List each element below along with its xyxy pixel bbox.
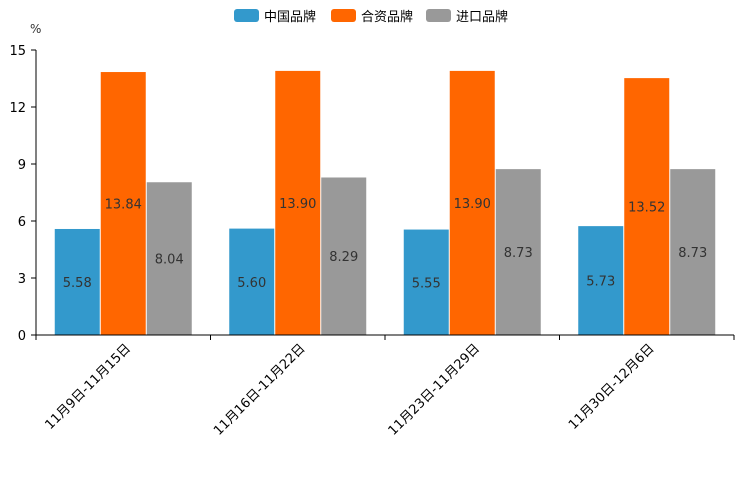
bar xyxy=(275,70,321,336)
bar xyxy=(495,169,541,335)
legend-label: 合资品牌 xyxy=(361,9,413,25)
bar xyxy=(146,182,192,335)
legend-label: 进口品牌 xyxy=(456,9,508,25)
legend: 中国品牌 合资品牌 进口品牌 xyxy=(234,9,508,25)
bar-value-label: 8.73 xyxy=(678,246,707,261)
x-category-label: 11月23日-11月29日 xyxy=(386,341,483,438)
x-category-label: 11月9日-11月15日 xyxy=(42,341,134,433)
bar-value-label: 5.55 xyxy=(412,276,441,291)
y-tick-label: 0 xyxy=(18,329,26,344)
bar xyxy=(403,229,449,335)
bar xyxy=(578,226,624,335)
y-tick-label: 15 xyxy=(9,44,26,59)
bar xyxy=(449,70,495,336)
y-tick-label: 12 xyxy=(9,101,26,116)
x-category-label: 11月30日-12月6日 xyxy=(566,341,658,433)
legend-label: 中国品牌 xyxy=(264,9,316,25)
y-tick-label: 9 xyxy=(18,158,26,173)
bar-value-label: 8.73 xyxy=(504,246,533,261)
y-tick-label: 3 xyxy=(18,272,26,287)
bars: 5.58 5.60 5.55 5.73 13.84 13.90 13.90 13.52 8.04… xyxy=(54,70,716,336)
legend-swatch xyxy=(234,9,259,22)
y-axis: 0 3 6 9 12 15 xyxy=(9,44,37,344)
bar-value-label: 13.90 xyxy=(279,197,316,212)
bar-value-label: 13.52 xyxy=(628,201,665,216)
bar xyxy=(54,228,100,335)
bar-value-label: 8.04 xyxy=(155,253,184,268)
bar-value-label: 5.60 xyxy=(237,276,266,291)
bar xyxy=(670,169,716,335)
legend-swatch xyxy=(426,9,451,22)
y-tick-label: 6 xyxy=(18,215,26,230)
bar-value-label: 8.29 xyxy=(329,250,358,265)
bar-value-label: 5.58 xyxy=(63,276,92,291)
legend-swatch xyxy=(331,9,356,22)
bar-value-label: 13.90 xyxy=(454,197,491,212)
bar-value-label: 5.73 xyxy=(586,275,615,290)
x-axis: 11月9日-11月15日 11月16日-11月22日 11月23日-11月29日 11… xyxy=(35,334,735,439)
bar xyxy=(229,228,275,335)
bar xyxy=(321,177,367,335)
bar xyxy=(100,72,146,335)
x-category-label: 11月16日-11月22日 xyxy=(211,341,308,438)
bar-value-label: 13.84 xyxy=(105,198,142,213)
bar xyxy=(624,78,670,336)
y-axis-unit-label: % xyxy=(30,22,41,36)
